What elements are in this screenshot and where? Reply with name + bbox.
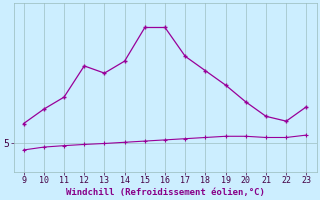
X-axis label: Windchill (Refroidissement éolien,°C): Windchill (Refroidissement éolien,°C) [66,188,264,197]
